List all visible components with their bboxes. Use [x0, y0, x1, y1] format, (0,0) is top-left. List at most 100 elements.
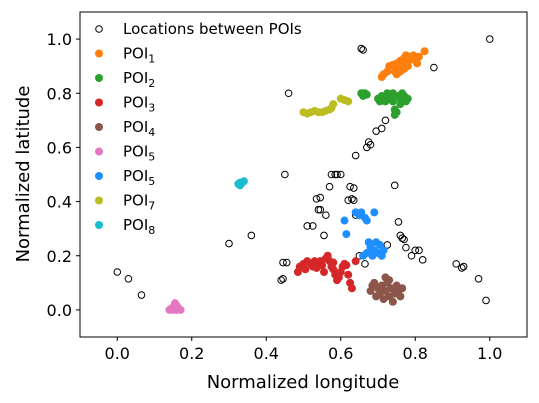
data-point-locations-between-pois: [281, 170, 289, 179]
data-point-poi2: [403, 94, 412, 103]
data-point-locations-between-pois: [485, 35, 494, 43]
data-point-poi4: [388, 297, 397, 306]
data-point-poi7: [344, 97, 353, 106]
legend-label: POI5: [123, 143, 155, 164]
data-point-locations-between-pois: [411, 246, 420, 255]
data-point-poi4: [396, 292, 405, 301]
data-point-locations-between-pois: [316, 205, 325, 214]
data-point-poi1: [403, 62, 412, 71]
data-point-poi3: [342, 261, 351, 270]
legend-marker: [95, 147, 103, 156]
data-point-poi7: [327, 104, 336, 113]
legend-label: POI3: [123, 94, 155, 115]
legend-marker: [95, 74, 103, 82]
data-point-locations-between-pois: [124, 274, 133, 283]
data-point-poi1: [414, 52, 423, 61]
data-point-locations-between-pois: [418, 256, 427, 264]
data-point-locations-between-pois: [279, 274, 287, 283]
data-point-poi6: [362, 216, 371, 225]
legend-label-main: POI: [123, 192, 148, 210]
data-point-locations-between-pois: [344, 196, 353, 205]
data-point-poi3: [319, 268, 328, 276]
y-axis-label: Normalized latitude: [13, 86, 34, 263]
legend-label-main: POI: [123, 118, 148, 136]
data-point-locations-between-pois: [303, 222, 312, 230]
data-point-poi6: [366, 243, 375, 252]
data-point-locations-between-pois: [398, 234, 407, 242]
legend-label: POI1: [123, 45, 155, 66]
data-point-poi3: [351, 257, 360, 266]
x-tick-label: 0.6: [328, 344, 353, 363]
x-tick-label: 0.8: [403, 344, 428, 363]
data-point-locations-between-pois: [284, 89, 293, 98]
data-point-poi5: [169, 303, 178, 312]
data-point-poi4: [385, 276, 394, 285]
x-axis-ticks: 0.0 0.2 0.4 0.6 0.8 1.0: [105, 337, 502, 363]
data-point-locations-between-pois: [402, 243, 410, 252]
plot-frame: [79, 11, 528, 338]
legend-label: POI5: [123, 167, 155, 188]
data-point-locations-between-pois: [359, 46, 367, 54]
legend-label-subscript: 5: [148, 175, 155, 188]
legend-label: POI4: [123, 118, 155, 139]
y-tick-label: 1.0: [47, 30, 72, 49]
legend-marker: [95, 25, 103, 33]
data-point-locations-between-pois: [333, 170, 341, 179]
x-axis-label: Normalized longitude: [207, 372, 400, 393]
data-point-locations-between-pois: [279, 258, 287, 267]
legend-label-subscript: 3: [148, 102, 155, 115]
y-axis-ticks: 0.0 0.2 0.4 0.6 0.8 1.0: [47, 30, 80, 320]
legend-label: POI8: [123, 216, 155, 237]
y-tick-label: 0.8: [47, 84, 72, 103]
data-point-poi6: [370, 208, 379, 217]
legend-label-main: POI: [123, 45, 148, 63]
data-point-locations-between-pois: [400, 235, 408, 244]
legend-marker: [95, 221, 103, 229]
data-point-poi6: [368, 251, 377, 260]
y-tick-label: 0.4: [47, 193, 72, 212]
data-point-poi2: [396, 100, 405, 109]
y-tick-label: 0.0: [47, 301, 72, 320]
data-point-poi2: [392, 108, 401, 117]
legend-label-main: POI: [123, 167, 148, 185]
data-point-locations-between-pois: [474, 274, 483, 283]
data-point-locations-between-pois: [225, 239, 233, 248]
data-point-poi3: [329, 258, 338, 267]
x-tick-label: 0.4: [254, 344, 279, 363]
data-point-locations-between-pois: [247, 231, 256, 240]
data-point-poi2: [388, 89, 397, 98]
data-point-locations-between-pois: [407, 251, 416, 260]
data-point-locations-between-pois: [327, 170, 336, 179]
data-point-locations-between-pois: [322, 211, 330, 219]
data-point-locations-between-pois: [452, 260, 461, 268]
data-point-locations-between-pois: [415, 246, 423, 255]
data-point-poi2: [362, 90, 371, 99]
points-layer: [113, 35, 494, 314]
legend-label: POI2: [123, 69, 155, 90]
data-point-poi2: [388, 97, 397, 106]
data-point-locations-between-pois: [430, 63, 438, 72]
legend-label: Locations between POIs: [123, 20, 302, 38]
legend-label-subscript: 5: [148, 151, 155, 164]
data-point-locations-between-pois: [282, 258, 291, 267]
data-point-poi3: [301, 265, 310, 274]
data-point-locations-between-pois: [357, 44, 366, 53]
legend-label-subscript: 2: [148, 77, 155, 90]
data-point-locations-between-pois: [381, 116, 390, 125]
legend-label: POI7: [123, 192, 155, 213]
data-point-locations-between-pois: [113, 268, 122, 276]
x-tick-label: 0.0: [105, 344, 130, 363]
y-tick-label: 0.2: [47, 247, 72, 266]
legend-label-main: POI: [123, 216, 148, 234]
data-point-locations-between-pois: [348, 195, 356, 203]
legend-label-subscript: 8: [148, 224, 155, 237]
data-point-poi3: [318, 261, 327, 270]
data-point-locations-between-pois: [320, 231, 328, 240]
data-point-locations-between-pois: [349, 196, 358, 205]
data-point-locations-between-pois: [277, 276, 285, 284]
legend-marker: [95, 123, 103, 131]
legend-label-main: Locations between POIs: [123, 20, 302, 38]
data-point-locations-between-pois: [309, 222, 317, 230]
data-point-locations-between-pois: [458, 264, 466, 272]
legend-label-subscript: 1: [148, 53, 155, 66]
